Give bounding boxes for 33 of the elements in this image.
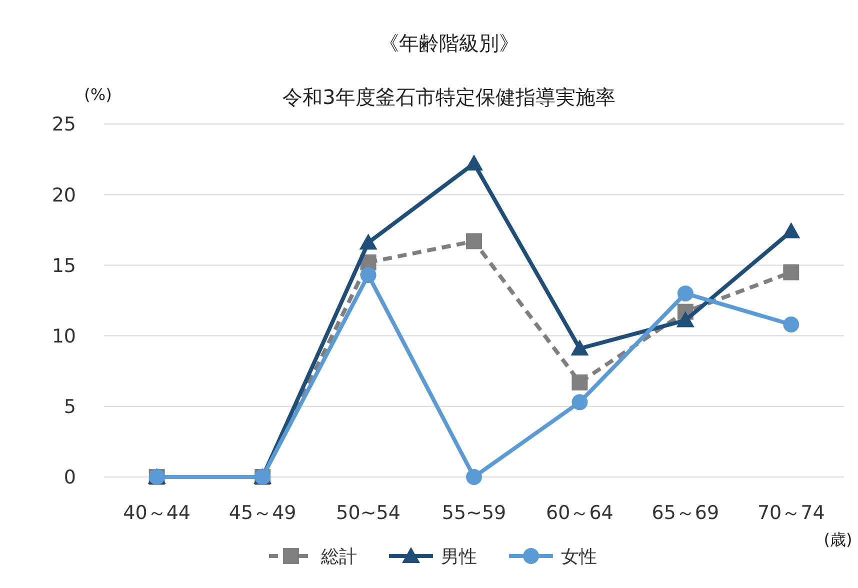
x-tick-label: 40～44 [123,502,191,524]
x-tick-label: 55~59 [442,502,506,524]
x-axis-title: (歳) [824,530,852,549]
point [783,316,800,333]
y-tick-label: 5 [64,396,76,418]
x-tick-label: 60～64 [546,502,614,524]
y-tick-label: 10 [52,325,76,348]
y-tick-label: 20 [52,184,76,206]
chart-subtitle: 令和3年度釜石市特定保健指導実施率 [282,85,616,109]
x-tick-label: 45～49 [228,502,296,524]
y-tick-label: 25 [52,114,76,136]
point [783,264,800,280]
point [676,311,694,328]
y-axis-title: (%) [84,85,112,104]
point [782,222,800,238]
point [572,394,588,410]
y-tick-label: 15 [52,254,76,277]
point [466,233,482,250]
x-tick-label: 70～74 [757,502,825,524]
point [360,267,376,284]
legend-label: 女性 [561,546,597,568]
point [359,234,378,250]
chart-title: 《年齢階級別》 [379,31,519,55]
x-tick-label: 65～69 [652,502,720,524]
legend-label: 男性 [441,546,477,568]
point [677,285,694,302]
legend-label: 総計 [320,546,357,568]
point [572,374,588,390]
point [465,154,483,171]
y-tick-label: 0 [64,466,76,489]
point [570,340,589,356]
point [466,469,482,485]
x-tick-label: 50~54 [336,502,400,524]
